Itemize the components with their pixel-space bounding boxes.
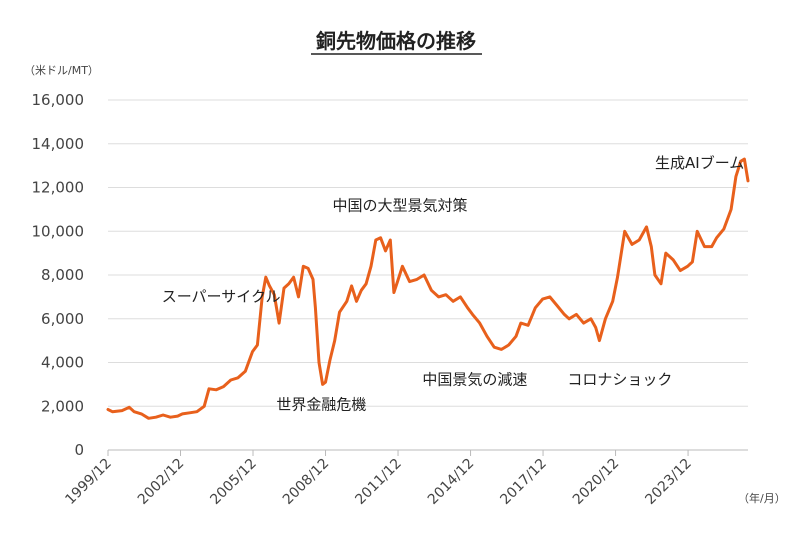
x-tick-label: 2005/12	[207, 456, 259, 508]
y-tick-label: 12,000	[32, 179, 85, 197]
x-tick-label: 2002/12	[135, 456, 187, 508]
annotation-label: 生成AIブーム	[655, 154, 744, 172]
chart-title: 銅先物価格の推移	[316, 29, 476, 53]
x-tick-label: 2020/12	[570, 456, 622, 508]
series-line	[106, 157, 750, 420]
x-tick-label: 2008/12	[280, 456, 332, 508]
x-axis-unit: （年/月）	[738, 491, 786, 505]
x-tick-label: 2023/12	[642, 456, 694, 508]
gridlines	[108, 99, 748, 451]
y-tick-label: 14,000	[32, 135, 85, 153]
x-tick-label: 2011/12	[352, 456, 404, 508]
y-tick-label: 4,000	[41, 354, 84, 372]
annotation-label: コロナショック	[567, 370, 672, 388]
x-tick-label: 2017/12	[497, 456, 549, 508]
y-axis-ticks: 0 2,000 4,000 6,000 8,000 10,000 12,000 14,000 1…	[32, 91, 85, 459]
y-tick-label: 16,000	[32, 91, 85, 109]
x-axis-ticks: 1999/12 2002/12 2005/12 2008/12 2011/12 2014/…	[62, 450, 695, 508]
y-tick-label: 0	[74, 441, 84, 459]
y-tick-label: 6,000	[41, 310, 84, 328]
annotation-label: 中国景気の減速	[422, 370, 527, 388]
annotation-label: スーパーサイクル	[162, 287, 281, 305]
annotation-label: 中国の大型景気対策	[332, 196, 467, 214]
y-tick-label: 10,000	[32, 222, 85, 240]
series-group	[106, 157, 750, 420]
annotation-label: 世界金融危機	[276, 396, 366, 414]
y-tick-label: 2,000	[41, 397, 84, 415]
x-tick-label: 1999/12	[62, 456, 114, 508]
y-tick-label: 8,000	[41, 266, 84, 284]
x-tick-label: 2014/12	[425, 456, 477, 508]
y-axis-unit: （米ドル/MT）	[24, 64, 99, 77]
